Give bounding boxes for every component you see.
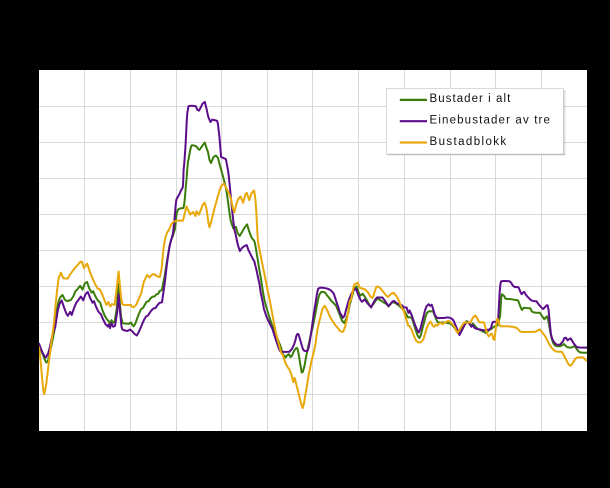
- svg-text:Bustadblokk: Bustadblokk: [430, 136, 508, 148]
- svg-text:Einebustader av tre: Einebustader av tre: [430, 115, 552, 127]
- svg-text:Bustader i alt: Bustader i alt: [430, 93, 512, 105]
